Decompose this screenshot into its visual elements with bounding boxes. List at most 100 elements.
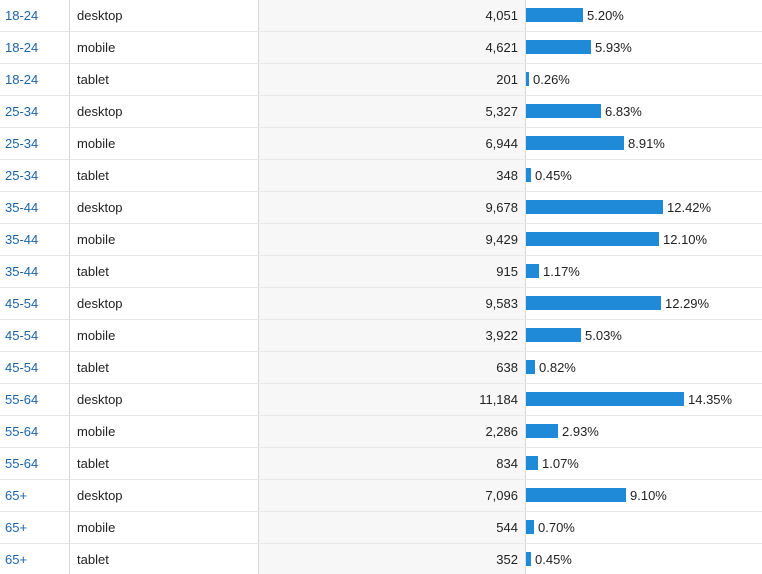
age-link[interactable]: 18-24 — [5, 8, 39, 23]
age-link[interactable]: 35-44 — [5, 264, 39, 279]
age-cell: 35-44 — [0, 192, 70, 223]
table-row: 35-44 mobile 9,429 12.10% — [0, 224, 762, 256]
percent-label: 1.07% — [542, 456, 579, 471]
percent-cell: 0.82% — [526, 352, 762, 383]
age-cell: 35-44 — [0, 256, 70, 287]
age-cell: 35-44 — [0, 224, 70, 255]
users-count-cell: 9,678 — [259, 192, 526, 223]
age-cell: 25-34 — [0, 160, 70, 191]
age-cell: 65+ — [0, 544, 70, 574]
age-link[interactable]: 35-44 — [5, 232, 39, 247]
age-link[interactable]: 55-64 — [5, 392, 39, 407]
device-category-cell: tablet — [70, 64, 259, 95]
age-link[interactable]: 35-44 — [5, 200, 39, 215]
age-cell: 18-24 — [0, 0, 70, 31]
percent-cell: 2.93% — [526, 416, 762, 447]
table-row: 45-54 mobile 3,922 5.03% — [0, 320, 762, 352]
percent-label: 0.82% — [539, 360, 576, 375]
device-category-cell: mobile — [70, 32, 259, 63]
percent-label: 5.20% — [587, 8, 624, 23]
percent-label: 0.45% — [535, 168, 572, 183]
age-link[interactable]: 45-54 — [5, 360, 39, 375]
percent-cell: 12.29% — [526, 288, 762, 319]
device-category-cell: mobile — [70, 416, 259, 447]
users-count-cell: 352 — [259, 544, 526, 574]
age-link[interactable]: 65+ — [5, 552, 28, 567]
percent-cell: 5.20% — [526, 0, 762, 31]
table-row: 25-34 tablet 348 0.45% — [0, 160, 762, 192]
percent-bar — [526, 360, 535, 374]
percent-label: 2.93% — [562, 424, 599, 439]
users-count-cell: 9,429 — [259, 224, 526, 255]
table-row: 45-54 desktop 9,583 12.29% — [0, 288, 762, 320]
percent-cell: 5.93% — [526, 32, 762, 63]
percent-cell: 1.07% — [526, 448, 762, 479]
age-link[interactable]: 65+ — [5, 488, 28, 503]
table-row: 35-44 desktop 9,678 12.42% — [0, 192, 762, 224]
users-count-cell: 6,944 — [259, 128, 526, 159]
age-link[interactable]: 25-34 — [5, 136, 39, 151]
users-count-cell: 201 — [259, 64, 526, 95]
device-category-cell: desktop — [70, 0, 259, 31]
users-count-cell: 2,286 — [259, 416, 526, 447]
percent-cell: 9.10% — [526, 480, 762, 511]
device-category-cell: desktop — [70, 384, 259, 415]
age-link[interactable]: 65+ — [5, 520, 28, 535]
percent-label: 5.93% — [595, 40, 632, 55]
users-count-cell: 4,051 — [259, 0, 526, 31]
age-cell: 25-34 — [0, 96, 70, 127]
device-category-cell: mobile — [70, 128, 259, 159]
device-category-cell: desktop — [70, 480, 259, 511]
device-category-cell: desktop — [70, 288, 259, 319]
percent-label: 9.10% — [630, 488, 667, 503]
percent-label: 12.10% — [663, 232, 708, 247]
users-count-cell: 3,922 — [259, 320, 526, 351]
percent-cell: 14.35% — [526, 384, 762, 415]
device-category-cell: tablet — [70, 544, 259, 574]
percent-bar — [526, 552, 531, 566]
percent-cell: 5.03% — [526, 320, 762, 351]
users-count-cell: 638 — [259, 352, 526, 383]
percent-bar — [526, 520, 534, 534]
table-row: 65+ tablet 352 0.45% — [0, 544, 762, 574]
age-link[interactable]: 55-64 — [5, 424, 39, 439]
table-row: 18-24 desktop 4,051 5.20% — [0, 0, 762, 32]
users-count-cell: 9,583 — [259, 288, 526, 319]
percent-label: 8.91% — [628, 136, 665, 151]
table-row: 25-34 mobile 6,944 8.91% — [0, 128, 762, 160]
age-link[interactable]: 18-24 — [5, 40, 39, 55]
device-category-cell: tablet — [70, 160, 259, 191]
percent-label: 12.42% — [667, 200, 712, 215]
age-cell: 45-54 — [0, 288, 70, 319]
age-cell: 55-64 — [0, 448, 70, 479]
percent-bar — [526, 392, 684, 406]
device-category-cell: desktop — [70, 192, 259, 223]
age-link[interactable]: 25-34 — [5, 168, 39, 183]
age-cell: 45-54 — [0, 352, 70, 383]
percent-cell: 0.45% — [526, 160, 762, 191]
age-link[interactable]: 45-54 — [5, 296, 39, 311]
age-cell: 55-64 — [0, 384, 70, 415]
device-category-cell: mobile — [70, 224, 259, 255]
percent-label: 0.26% — [533, 72, 570, 87]
age-link[interactable]: 18-24 — [5, 72, 39, 87]
percent-bar — [526, 168, 531, 182]
percent-label: 5.03% — [585, 328, 622, 343]
age-cell: 55-64 — [0, 416, 70, 447]
percent-cell: 12.10% — [526, 224, 762, 255]
percent-label: 1.17% — [543, 264, 580, 279]
table-row: 55-64 tablet 834 1.07% — [0, 448, 762, 480]
age-cell: 45-54 — [0, 320, 70, 351]
percent-bar — [526, 136, 624, 150]
age-cell: 65+ — [0, 512, 70, 543]
percent-bar — [526, 488, 626, 502]
age-cell: 18-24 — [0, 64, 70, 95]
users-count-cell: 4,621 — [259, 32, 526, 63]
age-link[interactable]: 25-34 — [5, 104, 39, 119]
age-link[interactable]: 55-64 — [5, 456, 39, 471]
age-link[interactable]: 45-54 — [5, 328, 39, 343]
age-cell: 65+ — [0, 480, 70, 511]
percent-bar — [526, 456, 538, 470]
percent-bar — [526, 40, 591, 54]
